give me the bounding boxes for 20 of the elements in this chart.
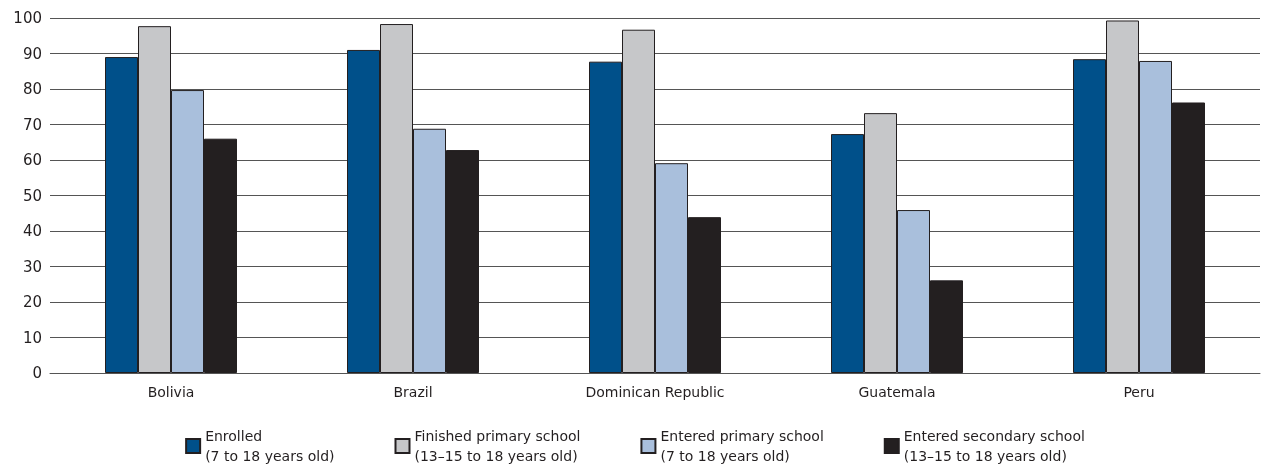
y-tick-label: 50: [22, 186, 42, 205]
y-tick-label: 20: [22, 293, 42, 311]
legend-label: Finished primary school (13–15 to 18 years old): [414, 428, 581, 464]
y-tick-label: 40: [22, 222, 42, 240]
y-tick-label: 100: [13, 9, 42, 27]
x-tick-label: Peru: [1123, 384, 1155, 400]
x-tick-label: Brazil: [393, 384, 433, 400]
legend-label: Enrolled (7 to 18 years old): [205, 428, 335, 464]
y-tick-label: 0: [32, 364, 42, 382]
y-tick-label: 10: [22, 328, 42, 347]
x-tick-label: Guatemala: [858, 384, 936, 400]
y-tick-label: 90: [22, 44, 42, 63]
x-tick-label: Bolivia: [147, 384, 195, 400]
y-tick-label: 80: [22, 80, 42, 98]
y-tick-label: 70: [22, 115, 42, 134]
y-tick-label: 60: [22, 151, 42, 169]
legend-label: Entered secondary school (13–15 to 18 years old): [903, 428, 1085, 464]
legend-label: Entered primary school (7 to 18 years old): [660, 428, 824, 464]
y-tick-label: 30: [22, 257, 42, 276]
x-tick-label: Dominican Republic: [585, 384, 725, 400]
